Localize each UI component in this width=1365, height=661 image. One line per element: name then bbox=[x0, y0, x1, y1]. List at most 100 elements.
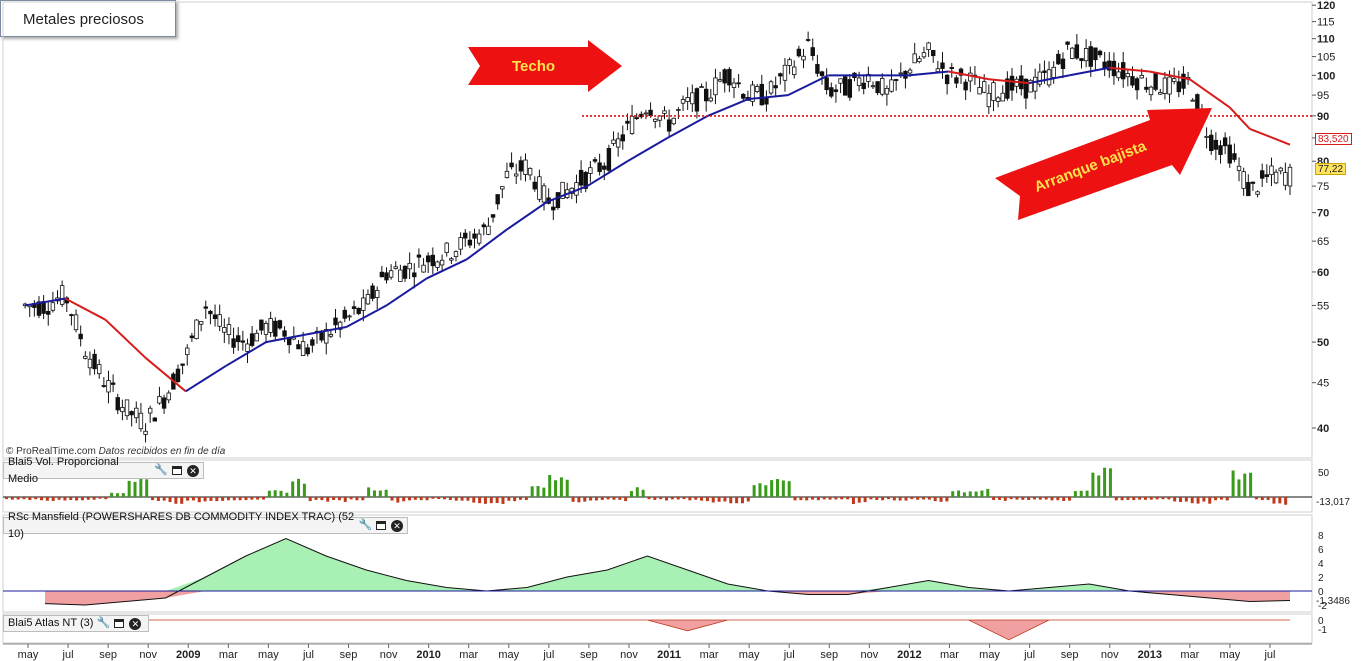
candle-body bbox=[866, 73, 871, 82]
candle-body bbox=[143, 430, 148, 435]
volume-bar bbox=[104, 497, 108, 500]
candle-body bbox=[398, 269, 403, 282]
volume-bar bbox=[69, 497, 73, 500]
volume-bar bbox=[992, 497, 996, 501]
wrench-icon[interactable]: 🔧 bbox=[358, 519, 373, 531]
volume-bar bbox=[483, 497, 487, 504]
candle-body bbox=[490, 214, 496, 218]
volume-bar bbox=[291, 481, 295, 497]
candle-body bbox=[861, 82, 866, 90]
volume-bar bbox=[758, 483, 762, 497]
close-icon[interactable]: ✕ bbox=[391, 519, 403, 532]
volume-bar bbox=[1190, 497, 1194, 504]
volume-bar bbox=[1219, 497, 1223, 500]
x-axis-tick-label: may bbox=[979, 649, 1000, 661]
candle-body bbox=[527, 167, 533, 176]
candle-body bbox=[402, 265, 408, 279]
close-icon[interactable]: ✕ bbox=[187, 464, 199, 477]
moving-average-segment bbox=[988, 78, 1030, 85]
candle-body bbox=[509, 162, 514, 168]
candle-body bbox=[254, 332, 259, 342]
volume-bar bbox=[162, 497, 166, 501]
volume-bar bbox=[57, 497, 61, 500]
close-icon[interactable]: ✕ bbox=[129, 617, 142, 630]
price-axis-tick-label: 90 bbox=[1317, 111, 1329, 123]
x-axis-tick-label: 2012 bbox=[897, 649, 921, 661]
volume-bar bbox=[1272, 497, 1276, 504]
candle-body bbox=[801, 55, 806, 61]
candle-body bbox=[615, 138, 621, 148]
candle-body bbox=[1167, 76, 1172, 95]
candle-body bbox=[444, 242, 449, 253]
volume-bar bbox=[624, 497, 628, 502]
window-icon[interactable] bbox=[171, 465, 183, 477]
candle-body bbox=[282, 330, 287, 337]
volume-bar bbox=[244, 497, 248, 501]
moving-average-segment bbox=[305, 326, 347, 336]
volume-bar bbox=[811, 497, 815, 500]
wrench-icon[interactable]: 🔧 bbox=[96, 617, 111, 629]
volume-bar bbox=[898, 497, 902, 501]
candle-body bbox=[421, 264, 426, 273]
volume-bar bbox=[542, 487, 546, 497]
candle-body bbox=[273, 320, 278, 337]
candle-body bbox=[1236, 165, 1242, 171]
mansfield-pane-frame bbox=[2, 514, 1313, 613]
candle-body bbox=[537, 176, 542, 200]
volume-bar bbox=[665, 497, 669, 501]
volume-bar bbox=[203, 497, 207, 502]
volume-bar bbox=[1097, 475, 1101, 497]
candle-body bbox=[833, 89, 839, 93]
candle-body bbox=[439, 259, 445, 266]
candle-body bbox=[1009, 75, 1015, 91]
candle-body bbox=[578, 169, 584, 186]
moving-average-segment bbox=[908, 70, 949, 77]
volume-bar bbox=[594, 497, 598, 501]
x-axis-tick-label: nov bbox=[860, 649, 878, 661]
ma-last-value: 83,520 bbox=[1315, 133, 1352, 145]
candle-body bbox=[847, 79, 853, 98]
volume-bar bbox=[851, 497, 855, 505]
candle-body bbox=[1148, 86, 1154, 96]
candle-body bbox=[690, 92, 695, 105]
candle-body bbox=[680, 99, 686, 104]
volume-bar bbox=[1179, 497, 1183, 503]
candle-body bbox=[476, 233, 482, 244]
candle-body bbox=[1023, 78, 1029, 99]
volume-bar bbox=[869, 497, 873, 500]
volume-bar bbox=[676, 497, 680, 500]
volume-bar bbox=[746, 497, 750, 502]
volume-bar bbox=[121, 493, 125, 497]
candle-body bbox=[152, 417, 158, 422]
candle-body bbox=[1283, 172, 1288, 186]
volume-bar bbox=[390, 497, 394, 501]
candle-body bbox=[185, 347, 190, 356]
window-icon[interactable] bbox=[113, 618, 125, 630]
candle-body bbox=[796, 48, 802, 57]
volume-bar bbox=[922, 497, 926, 500]
candle-body bbox=[78, 333, 83, 340]
wrench-icon[interactable]: 🔧 bbox=[154, 464, 168, 476]
volume-bar bbox=[180, 497, 184, 504]
candle-body bbox=[792, 66, 797, 75]
volume-bar bbox=[115, 493, 119, 497]
volume-last-value: -13,017 bbox=[1316, 497, 1350, 508]
volume-bar bbox=[378, 490, 382, 497]
price-axis-tick-label: 95 bbox=[1317, 90, 1329, 102]
volume-bar bbox=[127, 480, 131, 497]
candle-body bbox=[842, 76, 848, 96]
candle-body bbox=[1144, 86, 1149, 90]
candle-body bbox=[629, 115, 635, 134]
window-icon[interactable] bbox=[376, 520, 387, 532]
moving-average-segment bbox=[144, 357, 187, 393]
candle-body bbox=[940, 62, 945, 69]
volume-bar bbox=[262, 497, 265, 500]
volume-bar bbox=[1079, 490, 1083, 497]
volume-bar bbox=[834, 497, 838, 500]
price-axis-tick-label: 100 bbox=[1317, 70, 1335, 82]
volume-bar bbox=[583, 497, 587, 502]
candle-body bbox=[1273, 171, 1279, 184]
volume-bar bbox=[28, 497, 32, 501]
volume-bar bbox=[396, 497, 400, 503]
